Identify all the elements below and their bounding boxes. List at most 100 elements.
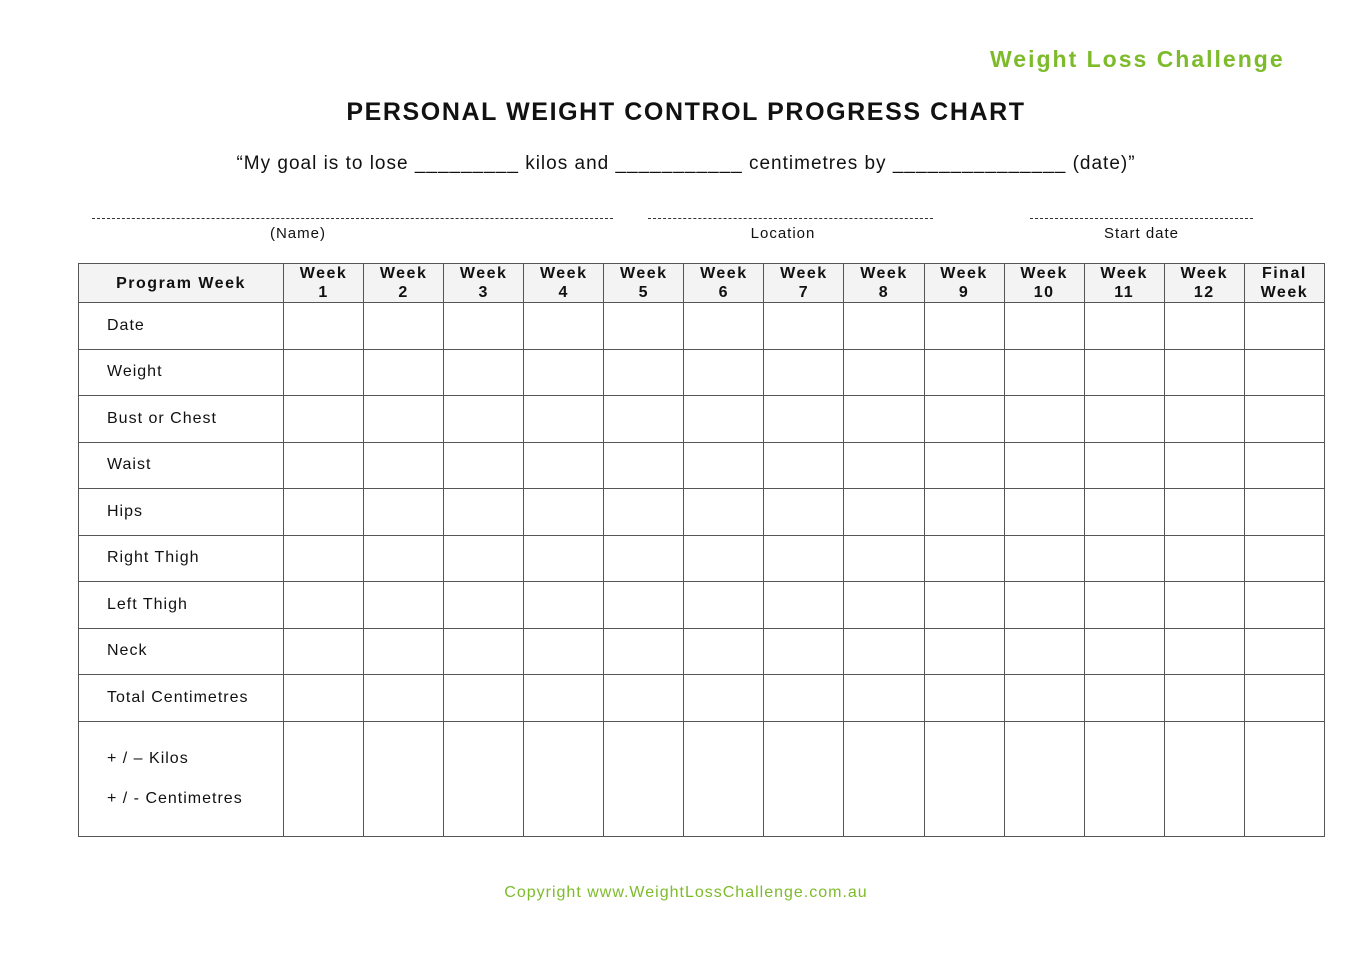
entry-cell[interactable]: [603, 488, 685, 536]
entry-cell[interactable]: [1083, 302, 1165, 350]
entry-cell[interactable]: [843, 441, 925, 489]
entry-cell[interactable]: [363, 627, 445, 675]
entry-cell[interactable]: [683, 302, 765, 350]
entry-cell[interactable]: [523, 302, 605, 350]
entry-cell[interactable]: [443, 581, 525, 629]
entry-cell[interactable]: [523, 488, 605, 536]
name-blank-line[interactable]: [92, 218, 613, 219]
entry-cell[interactable]: [1083, 581, 1165, 629]
entry-cell[interactable]: [282, 395, 365, 443]
entry-cell[interactable]: [523, 395, 605, 443]
entry-cell[interactable]: [843, 395, 925, 443]
entry-cell[interactable]: [443, 441, 525, 489]
entry-cell[interactable]: [1083, 395, 1165, 443]
entry-cell[interactable]: [1083, 627, 1165, 675]
entry-cell[interactable]: [443, 488, 525, 536]
entry-cell[interactable]: [1083, 720, 1165, 837]
entry-cell[interactable]: [523, 441, 605, 489]
entry-cell[interactable]: [1003, 302, 1085, 350]
entry-cell[interactable]: [1083, 488, 1165, 536]
entry-cell[interactable]: [523, 627, 605, 675]
entry-cell[interactable]: [523, 348, 605, 396]
entry-cell[interactable]: [1003, 441, 1085, 489]
entry-cell[interactable]: [603, 441, 685, 489]
entry-cell[interactable]: [1163, 720, 1245, 837]
entry-cell[interactable]: [1243, 302, 1326, 350]
entry-cell[interactable]: [523, 534, 605, 582]
entry-cell[interactable]: [603, 395, 685, 443]
entry-cell[interactable]: [523, 720, 605, 837]
entry-cell[interactable]: [923, 674, 1005, 722]
entry-cell[interactable]: [1243, 581, 1326, 629]
entry-cell[interactable]: [683, 441, 765, 489]
entry-cell[interactable]: [363, 302, 445, 350]
entry-cell[interactable]: [603, 534, 685, 582]
entry-cell[interactable]: [683, 720, 765, 837]
entry-cell[interactable]: [843, 534, 925, 582]
entry-cell[interactable]: [1163, 488, 1245, 536]
entry-cell[interactable]: [683, 674, 765, 722]
entry-cell[interactable]: [282, 581, 365, 629]
entry-cell[interactable]: [1083, 441, 1165, 489]
entry-cell[interactable]: [763, 581, 845, 629]
entry-cell[interactable]: [1003, 534, 1085, 582]
entry-cell[interactable]: [1243, 488, 1326, 536]
entry-cell[interactable]: [1163, 627, 1245, 675]
entry-cell[interactable]: [923, 627, 1005, 675]
entry-cell[interactable]: [923, 395, 1005, 443]
entry-cell[interactable]: [1163, 534, 1245, 582]
start-date-blank-line[interactable]: [1030, 218, 1253, 219]
entry-cell[interactable]: [763, 720, 845, 837]
entry-cell[interactable]: [603, 674, 685, 722]
entry-cell[interactable]: [1083, 348, 1165, 396]
entry-cell[interactable]: [603, 302, 685, 350]
entry-cell[interactable]: [923, 441, 1005, 489]
entry-cell[interactable]: [683, 395, 765, 443]
entry-cell[interactable]: [443, 627, 525, 675]
entry-cell[interactable]: [1163, 302, 1245, 350]
entry-cell[interactable]: [923, 720, 1005, 837]
entry-cell[interactable]: [1243, 348, 1326, 396]
entry-cell[interactable]: [1083, 674, 1165, 722]
entry-cell[interactable]: [683, 581, 765, 629]
entry-cell[interactable]: [443, 720, 525, 837]
entry-cell[interactable]: [843, 302, 925, 350]
entry-cell[interactable]: [923, 348, 1005, 396]
entry-cell[interactable]: [763, 627, 845, 675]
entry-cell[interactable]: [843, 720, 925, 837]
entry-cell[interactable]: [363, 395, 445, 443]
entry-cell[interactable]: [282, 488, 365, 536]
entry-cell[interactable]: [282, 534, 365, 582]
entry-cell[interactable]: [763, 488, 845, 536]
entry-cell[interactable]: [1163, 581, 1245, 629]
entry-cell[interactable]: [363, 441, 445, 489]
entry-cell[interactable]: [1003, 395, 1085, 443]
entry-cell[interactable]: [603, 348, 685, 396]
entry-cell[interactable]: [763, 302, 845, 350]
entry-cell[interactable]: [1003, 627, 1085, 675]
entry-cell[interactable]: [1243, 627, 1326, 675]
entry-cell[interactable]: [363, 581, 445, 629]
entry-cell[interactable]: [603, 720, 685, 837]
entry-cell[interactable]: [683, 488, 765, 536]
entry-cell[interactable]: [843, 348, 925, 396]
entry-cell[interactable]: [443, 395, 525, 443]
entry-cell[interactable]: [282, 302, 365, 350]
entry-cell[interactable]: [683, 627, 765, 675]
entry-cell[interactable]: [1243, 395, 1326, 443]
entry-cell[interactable]: [1003, 581, 1085, 629]
entry-cell[interactable]: [443, 302, 525, 350]
entry-cell[interactable]: [1003, 488, 1085, 536]
entry-cell[interactable]: [843, 627, 925, 675]
entry-cell[interactable]: [363, 674, 445, 722]
entry-cell[interactable]: [1003, 348, 1085, 396]
entry-cell[interactable]: [1163, 348, 1245, 396]
entry-cell[interactable]: [1003, 720, 1085, 837]
entry-cell[interactable]: [1243, 534, 1326, 582]
entry-cell[interactable]: [843, 581, 925, 629]
entry-cell[interactable]: [1083, 534, 1165, 582]
entry-cell[interactable]: [763, 534, 845, 582]
entry-cell[interactable]: [683, 534, 765, 582]
entry-cell[interactable]: [683, 348, 765, 396]
entry-cell[interactable]: [923, 534, 1005, 582]
